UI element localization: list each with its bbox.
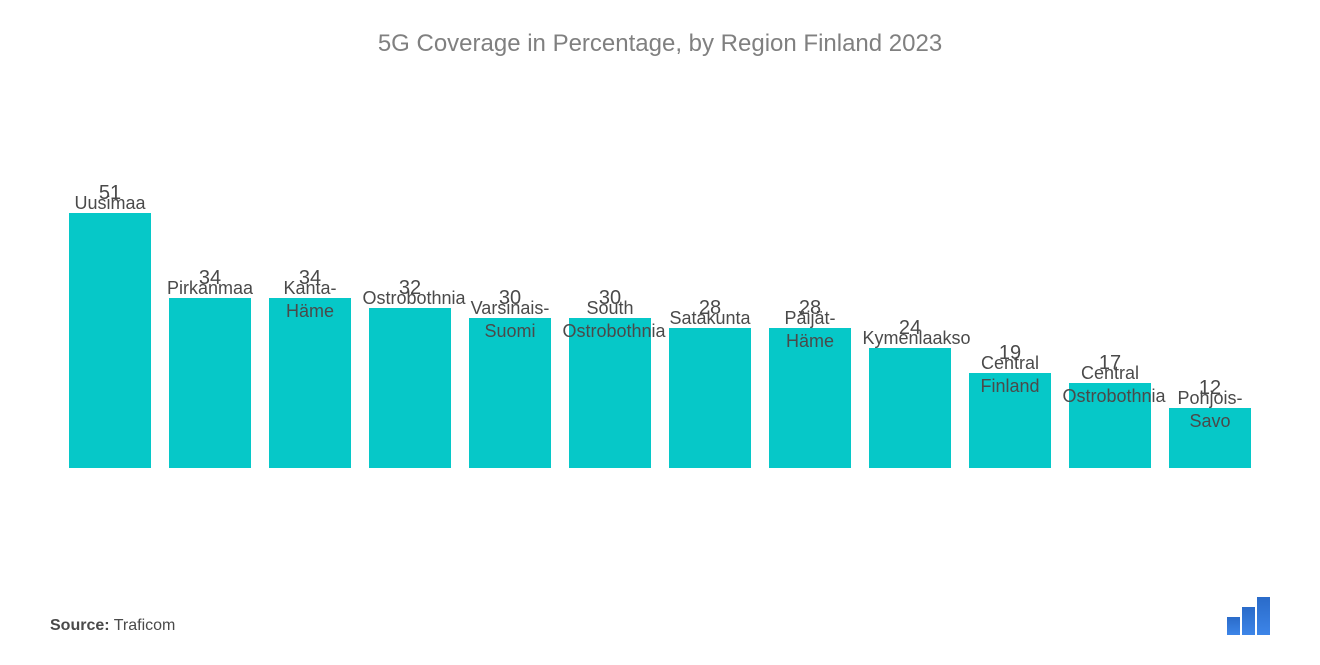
bar-group: 34Pirkanmaa bbox=[164, 267, 256, 468]
bar bbox=[169, 298, 251, 468]
bar-wrapper: 17Central Ostrobothnia bbox=[1069, 352, 1151, 468]
bar-wrapper: 19Central Finland bbox=[969, 342, 1051, 468]
bar-wrapper: 12Pohjois-Savo bbox=[1169, 377, 1251, 468]
mordor-logo-icon bbox=[1227, 597, 1270, 635]
bar-label: Päijät-Häme bbox=[763, 307, 858, 354]
source-label: Source: bbox=[50, 617, 110, 634]
bar-label: Varsinais-Suomi bbox=[463, 297, 558, 344]
bar-label: Central Ostrobothnia bbox=[1063, 362, 1158, 409]
bar-label: Central Finland bbox=[963, 352, 1058, 399]
bar-wrapper: 34Pirkanmaa bbox=[169, 267, 251, 468]
bar bbox=[69, 213, 151, 468]
bar-wrapper: 30South Ostrobothnia bbox=[569, 287, 651, 468]
bar bbox=[869, 348, 951, 468]
bar-wrapper: 34Kanta-Häme bbox=[269, 267, 351, 468]
bar-label: Uusimaa bbox=[63, 192, 158, 215]
bar-group: 17Central Ostrobothnia bbox=[1064, 352, 1156, 468]
bar-group: 12Pohjois-Savo bbox=[1164, 377, 1256, 468]
bar-group: 19Central Finland bbox=[964, 342, 1056, 468]
bar-label: Satakunta bbox=[663, 307, 758, 330]
bar-group: 51Uusimaa bbox=[64, 182, 156, 468]
bar-label: Pirkanmaa bbox=[163, 277, 258, 300]
bar-label: Ostrobothnia bbox=[363, 287, 458, 310]
bar-wrapper: 32Ostrobothnia bbox=[369, 277, 451, 468]
chart-area: 51Uusimaa34Pirkanmaa34Kanta-Häme32Ostrob… bbox=[50, 108, 1270, 468]
bar bbox=[669, 328, 751, 468]
bar-group: 24Kymenlaakso bbox=[864, 317, 956, 468]
footer: Source: Traficom bbox=[50, 597, 1270, 635]
bar-wrapper: 51Uusimaa bbox=[69, 182, 151, 468]
chart-title: 5G Coverage in Percentage, by Region Fin… bbox=[50, 30, 1270, 58]
bar-group: 30Varsinais-Suomi bbox=[464, 287, 556, 468]
bar-group: 28Päijät-Häme bbox=[764, 297, 856, 468]
bar-label: Pohjois-Savo bbox=[1163, 387, 1258, 434]
bar-label: Kanta-Häme bbox=[263, 277, 358, 324]
bar-group: 30South Ostrobothnia bbox=[564, 287, 656, 468]
source-attribution: Source: Traficom bbox=[50, 617, 175, 635]
bar-wrapper: 24Kymenlaakso bbox=[869, 317, 951, 468]
bar-wrapper: 30Varsinais-Suomi bbox=[469, 287, 551, 468]
bar-label: Kymenlaakso bbox=[863, 327, 958, 350]
source-value: Traficom bbox=[114, 617, 176, 634]
bar-group: 28Satakunta bbox=[664, 297, 756, 468]
bar-group: 32Ostrobothnia bbox=[364, 277, 456, 468]
bar-label: South Ostrobothnia bbox=[563, 297, 658, 344]
bar-group: 34Kanta-Häme bbox=[264, 267, 356, 468]
bar bbox=[369, 308, 451, 468]
bar-wrapper: 28Satakunta bbox=[669, 297, 751, 468]
bar-wrapper: 28Päijät-Häme bbox=[769, 297, 851, 468]
